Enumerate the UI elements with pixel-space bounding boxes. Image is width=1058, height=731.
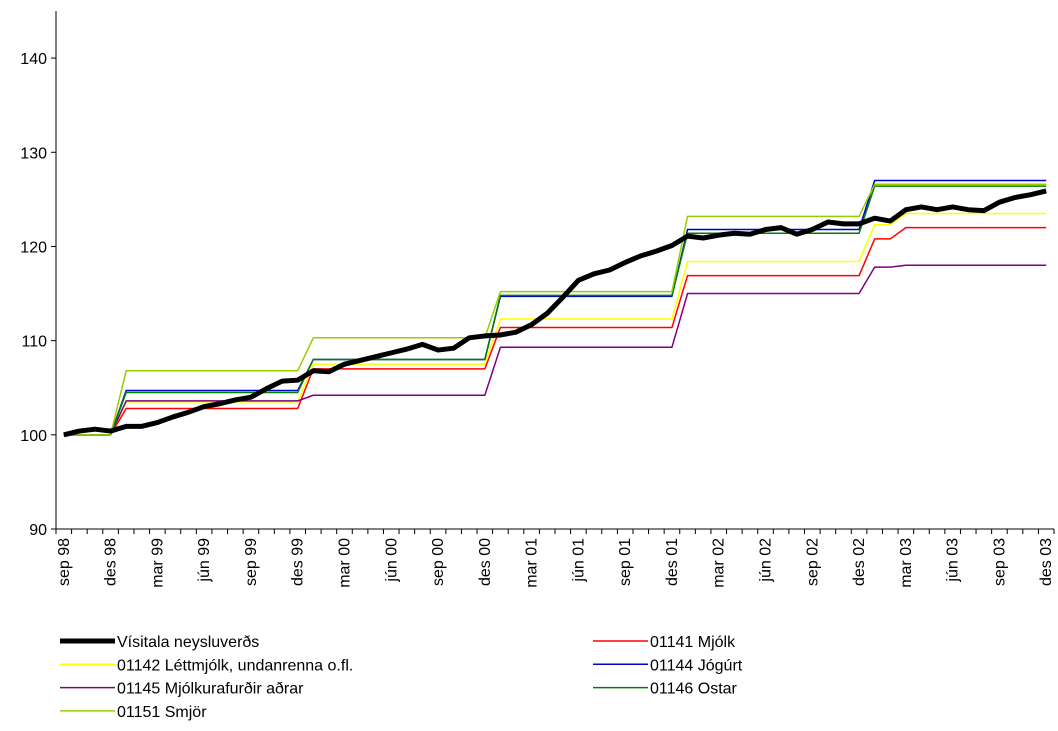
series-line bbox=[63, 264, 1047, 436]
y-tick-label: 130 bbox=[20, 145, 47, 162]
legend-label: 01144 Jógúrt bbox=[650, 657, 743, 674]
x-tick-label: sep 03 bbox=[991, 538, 1008, 586]
series-line bbox=[63, 179, 1047, 436]
x-tick-label: jún 01 bbox=[570, 538, 587, 583]
y-tick-label: 100 bbox=[20, 428, 47, 445]
y-tick-label: 110 bbox=[21, 334, 47, 351]
x-tick-label: mar 01 bbox=[524, 538, 541, 588]
x-tick-label: mar 03 bbox=[898, 538, 915, 588]
x-tick-label: sep 99 bbox=[243, 538, 260, 586]
x-tick-label: sep 00 bbox=[430, 538, 447, 586]
x-tick-label: mar 00 bbox=[336, 538, 353, 588]
x-tick-label: des 00 bbox=[477, 538, 494, 586]
x-tick-label: des 99 bbox=[290, 538, 307, 586]
x-tick-label: jún 03 bbox=[945, 538, 962, 583]
x-tick-label: des 01 bbox=[664, 538, 681, 586]
x-tick-label: mar 99 bbox=[149, 538, 166, 588]
series-line bbox=[63, 188, 1047, 438]
series-line bbox=[63, 185, 1047, 436]
legend-label: 01151 Smjör bbox=[117, 704, 207, 721]
x-tick-label: mar 02 bbox=[711, 538, 728, 588]
x-tick-label: sep 01 bbox=[617, 538, 634, 586]
series-line bbox=[63, 226, 1047, 436]
legend-label: 01146 Ostar bbox=[650, 681, 738, 698]
y-tick-label: 140 bbox=[20, 51, 47, 68]
series-line bbox=[63, 183, 1047, 436]
x-tick-label: des 98 bbox=[103, 538, 120, 586]
x-tick-label: des 03 bbox=[1038, 538, 1055, 586]
legend-label: 01145 Mjólkurafurðir aðrar bbox=[117, 681, 304, 698]
legend-label: Vísitala neysluverðs bbox=[117, 634, 259, 651]
x-tick-label: jún 99 bbox=[196, 538, 213, 583]
x-tick-label: des 02 bbox=[851, 538, 868, 586]
y-tick-label: 90 bbox=[29, 522, 47, 539]
x-tick-label: sep 02 bbox=[804, 538, 821, 586]
legend-label: 01141 Mjólk bbox=[650, 634, 736, 651]
x-tick-label: jún 00 bbox=[383, 538, 400, 583]
legend-label: 01142 Léttmjólk, undanrenna o.fl. bbox=[117, 657, 353, 674]
x-tick-label: jún 02 bbox=[758, 538, 775, 583]
y-tick-label: 120 bbox=[20, 239, 47, 256]
x-tick-label: sep 98 bbox=[56, 538, 73, 586]
